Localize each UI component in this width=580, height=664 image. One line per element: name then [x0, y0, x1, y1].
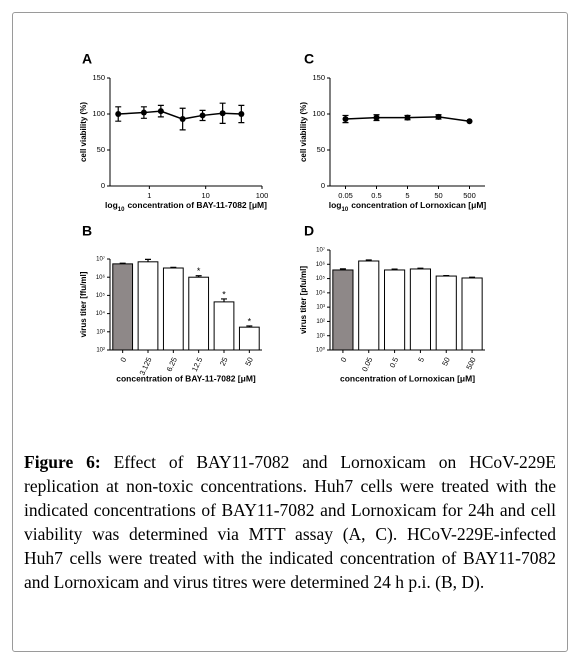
bar	[409, 268, 431, 351]
caption-text: Effect of BAY11-7082 and Lornoxicam on H…	[24, 452, 556, 592]
bar	[213, 301, 235, 351]
x-label-subscript: 10	[118, 207, 125, 213]
x-axis-label: log10 concentration of Lornoxican [μM]	[329, 200, 487, 212]
bar	[188, 276, 210, 351]
y-tick-label: 10⁷	[96, 256, 105, 263]
x-tick-label: 100	[256, 191, 269, 200]
y-axis-label: cell viability (%)	[79, 102, 88, 162]
data-point	[199, 112, 206, 119]
bar	[384, 269, 406, 351]
y-tick-label: 10²	[96, 348, 105, 354]
y-tick-label: 50	[97, 145, 105, 154]
data-point	[115, 111, 122, 117]
x-tick-label: 5	[416, 356, 426, 364]
x-tick-label: 0.05	[338, 191, 353, 200]
data-point	[404, 114, 411, 121]
panel-label: A	[82, 51, 92, 67]
figure-caption: Figure 6: Effect of BAY11-7082 and Lorno…	[24, 450, 556, 594]
y-tick-label: 10⁵	[316, 275, 326, 282]
x-label-base: log	[105, 200, 118, 210]
x-tick-label: 5	[405, 191, 409, 200]
y-axis-label: virus titer [ffu/ml]	[79, 271, 88, 337]
y-tick-label: 10⁷	[316, 247, 325, 254]
y-tick-label: 10⁶	[96, 274, 106, 281]
y-tick-label: 10²	[316, 319, 325, 325]
panel-label: D	[304, 223, 314, 239]
data-point	[179, 116, 186, 123]
bar	[137, 261, 159, 351]
y-tick-label: 10⁰	[316, 347, 326, 354]
x-tick-label: 6.25	[165, 356, 179, 373]
y-tick-label: 10⁴	[96, 310, 106, 317]
y-axis-label: cell viability (%)	[299, 102, 308, 162]
bar	[238, 326, 260, 351]
y-tick-label: 10³	[316, 305, 325, 311]
x-tick-label: 50	[440, 356, 452, 367]
x-label-text: concentration of Lornoxican [μM]	[351, 200, 486, 210]
x-tick-label: 500	[463, 191, 476, 200]
x-axis-label: concentration of Lornoxican [μM]	[340, 373, 475, 383]
x-tick-label: 0	[339, 356, 349, 364]
x-label-subscript: 10	[342, 207, 349, 213]
x-tick-label: 1	[147, 191, 151, 200]
y-tick-label: 150	[92, 73, 105, 82]
x-tick-label: 10	[202, 191, 210, 200]
x-tick-label: 0.05	[360, 356, 374, 373]
y-tick-label: 10¹	[316, 333, 325, 339]
x-tick-label: 0.5	[371, 191, 381, 200]
x-tick-label: 0.5	[388, 356, 401, 369]
panel-label: B	[82, 223, 92, 239]
data-point	[435, 113, 442, 120]
y-tick-label: 10⁴	[316, 289, 326, 296]
data-point	[140, 109, 147, 116]
y-tick-label: 100	[92, 109, 105, 118]
bar	[332, 269, 354, 351]
bar	[162, 267, 184, 351]
x-tick-label: 50	[243, 356, 255, 367]
y-tick-label: 10⁵	[96, 292, 106, 299]
y-axis-label: virus titer [pfu/ml]	[299, 266, 308, 334]
y-tick-label: 10⁶	[316, 261, 326, 268]
bar	[112, 263, 134, 351]
x-tick-label: 50	[434, 191, 442, 200]
caption-label: Figure 6:	[24, 452, 101, 472]
data-point	[373, 114, 380, 121]
bar	[435, 275, 457, 351]
panel-label: C	[304, 51, 314, 67]
bar	[358, 260, 380, 351]
x-tick-label: 500	[464, 356, 477, 371]
data-point	[219, 110, 226, 117]
significance-marker: *	[248, 316, 252, 326]
x-label-base: log	[329, 200, 342, 210]
significance-marker: *	[222, 289, 226, 299]
x-axis-label: concentration of BAY-11-7082 [μM]	[116, 373, 256, 383]
y-tick-label: 0	[321, 181, 325, 190]
y-tick-label: 0	[101, 181, 105, 190]
figure-frame	[12, 12, 568, 652]
data-point	[466, 118, 473, 125]
y-tick-label: 150	[312, 73, 325, 82]
x-tick-label: 0	[118, 356, 128, 364]
significance-marker: *	[197, 266, 201, 276]
data-point	[157, 108, 164, 115]
bar	[461, 277, 483, 351]
y-tick-label: 50	[317, 145, 325, 154]
x-label-text: concentration of BAY-11-7082 [μM]	[127, 200, 267, 210]
x-axis-label: log10 concentration of BAY-11-7082 [μM]	[105, 200, 267, 212]
x-tick-label: 25	[218, 356, 230, 367]
data-point	[238, 111, 245, 117]
x-tick-label: 12.5	[190, 356, 204, 373]
y-tick-label: 10³	[96, 329, 105, 335]
y-tick-label: 100	[312, 109, 325, 118]
data-point	[342, 116, 349, 123]
